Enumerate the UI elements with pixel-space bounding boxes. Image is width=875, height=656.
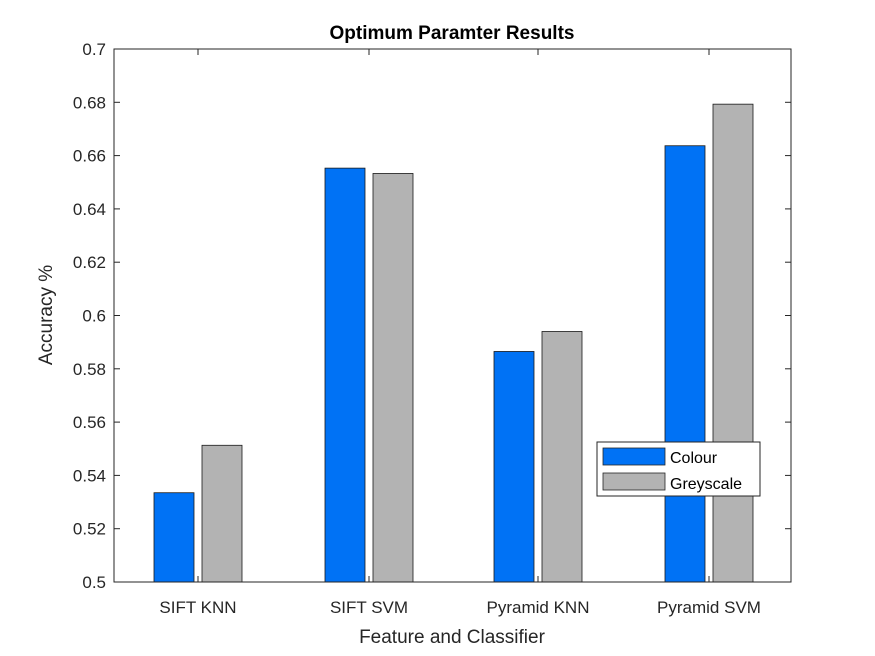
bars-group — [153, 103, 754, 583]
legend-swatch-greyscale — [602, 472, 666, 491]
y-tick-label: 0.62 — [73, 253, 106, 272]
y-tick-label: 0.52 — [73, 520, 106, 539]
y-tick-label: 0.68 — [73, 93, 106, 112]
y-tick-label: 0.5 — [82, 573, 106, 592]
x-axis: SIFT KNN SIFT SVM Pyramid KNN Pyramid SVM — [159, 49, 761, 617]
y-tick-label: 0.7 — [82, 40, 106, 59]
chart-title: Optimum Paramter Results — [330, 23, 575, 44]
bar-greyscale-3 — [712, 103, 754, 583]
x-tick-label: SIFT SVM — [330, 598, 408, 617]
y-tick-label: 0.64 — [73, 200, 106, 219]
y-tick-label: 0.66 — [73, 147, 106, 166]
bar-colour-2 — [493, 351, 535, 583]
y-tick-label: 0.56 — [73, 413, 106, 432]
bar-greyscale-2 — [541, 331, 583, 583]
y-tick-label: 0.58 — [73, 360, 106, 379]
legend-swatch-colour — [602, 447, 666, 466]
legend: Colour Greyscale — [596, 441, 761, 497]
x-tick-label: Pyramid KNN — [487, 598, 590, 617]
x-tick-label: Pyramid SVM — [657, 598, 761, 617]
bar-colour-3 — [664, 145, 706, 583]
y-tick-label: 0.54 — [73, 466, 106, 485]
bar-greyscale-0 — [201, 444, 243, 583]
bar-greyscale-1 — [372, 173, 414, 583]
y-axis: 0.5 0.52 0.54 0.56 0.58 0.6 0.62 0.64 0.66 0.68 0.… — [73, 40, 791, 592]
legend-label-colour: Colour — [670, 450, 718, 467]
x-axis-label: Feature and Classifier — [359, 627, 546, 648]
bar-colour-1 — [324, 167, 366, 583]
legend-label-greyscale: Greyscale — [670, 476, 742, 493]
y-axis-label: Accuracy % — [36, 265, 57, 365]
y-tick-label: 0.6 — [82, 307, 106, 326]
x-tick-label: SIFT KNN — [159, 598, 236, 617]
bar-colour-0 — [153, 492, 195, 583]
